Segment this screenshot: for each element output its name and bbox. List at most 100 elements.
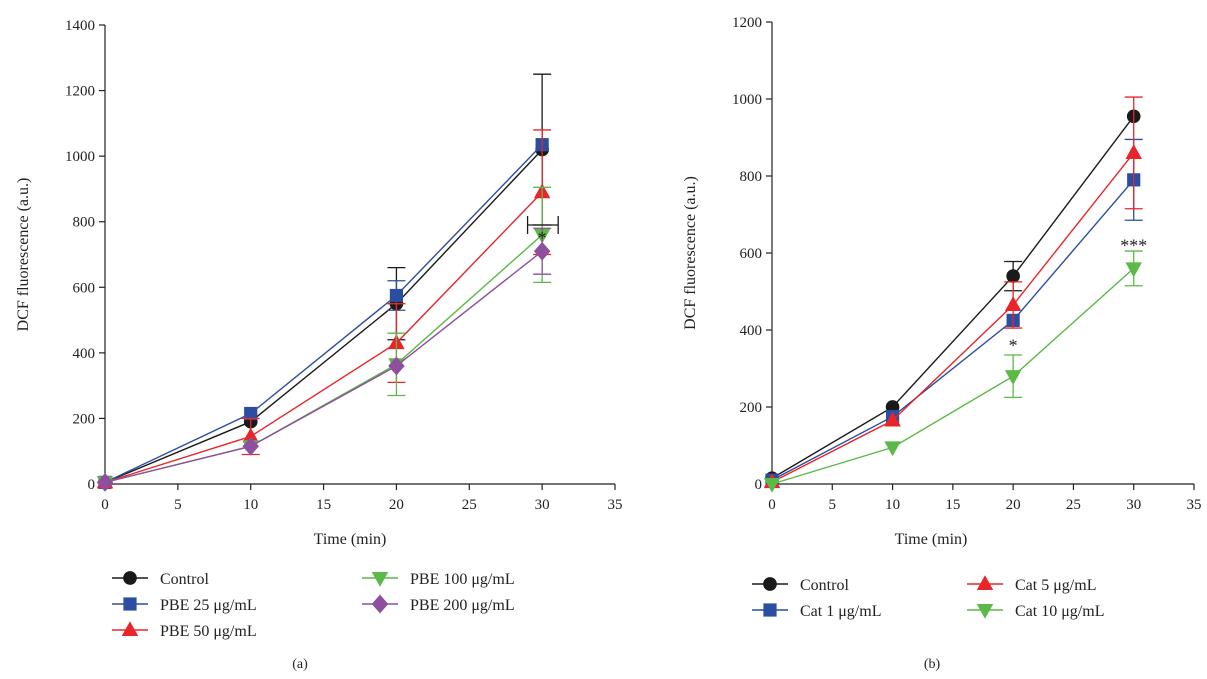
x-tick-label-b-25: 25 (1066, 497, 1081, 513)
x-tick-label-b-20: 20 (1006, 497, 1021, 513)
legend-marker-b-cat-10-g-ml (976, 603, 994, 619)
x-axis-label-a: Time (min) (314, 531, 387, 548)
y-tick-label-a-1200: 1200 (65, 84, 95, 100)
data-point-b-cat-5-g-ml-30 (1125, 144, 1142, 159)
data-point-b-cat-10-g-ml-30 (1125, 262, 1142, 278)
significance-label-b-1: *** (1120, 235, 1147, 255)
data-point-b-cat-10-g-ml-10 (884, 441, 901, 457)
series-a-control (98, 73, 552, 490)
y-tick-label-b-800: 800 (740, 169, 763, 185)
y-axis-label-a: DCF fluorescence (a.u.) (15, 178, 32, 332)
x-axis-label-b: Time (min) (895, 531, 968, 548)
data-point-b-control-20 (1006, 269, 1020, 283)
legend-item-b-cat-10-g-ml: Cat 10 μg/mL (967, 603, 1104, 620)
data-point-b-cat-10-g-ml-20 (1004, 370, 1022, 385)
data-point-b-cat-5-g-ml-20 (1004, 296, 1022, 312)
data-point-a-pbe-25-g-ml-20 (389, 288, 404, 303)
legend-marker-b-control (763, 577, 777, 591)
x-tick-label-a-10: 10 (243, 497, 258, 513)
legend-item-a-pbe-200-g-ml: PBE 200 μg/mL (362, 594, 515, 614)
y-tick-label-a-1000: 1000 (65, 149, 95, 165)
x-tick-label-a-5: 5 (174, 497, 182, 513)
series-a-pbe-200-g-ml (96, 227, 552, 492)
legend-marker-b-cat-5-g-ml (976, 575, 994, 591)
y-tick-label-b-600: 600 (740, 246, 763, 262)
x-tick-label-b-5: 5 (829, 497, 837, 513)
legend-b: Control Cat 1 μg/mL Cat 5 μg/mL Cat 10 μg/m… (752, 575, 1104, 620)
y-tick-label-b-0: 0 (755, 477, 763, 493)
y-tick-label-a-800: 800 (73, 215, 96, 231)
legend-marker-a-pbe-50-g-ml (121, 621, 139, 637)
legend-item-b-cat-5-g-ml: Cat 5 μg/mL (967, 575, 1096, 594)
series-b-cat-10-g-ml (763, 250, 1143, 493)
annotations-a: * (526, 215, 559, 248)
x-tick-label-b-0: 0 (768, 497, 776, 513)
series-a-pbe-50-g-ml (96, 129, 552, 489)
axes-b: 0 200 400 600 800 1000 1200 0 5 10 15 20 25 30 35 Time … (682, 15, 1202, 548)
x-tick-label-b-15: 15 (945, 497, 960, 513)
legend-item-a-pbe-100-g-ml: PBE 100 μg/mL (362, 571, 515, 588)
legend-label-a-pbe-50-g-ml: PBE 50 μg/mL (160, 623, 257, 640)
series-layer-b (763, 96, 1143, 493)
legend-label-b-control: Control (800, 577, 849, 594)
legend-label-a-pbe-100-g-ml: PBE 100 μg/mL (410, 571, 515, 588)
legend-marker-a-pbe-25-g-ml (123, 597, 137, 611)
y-tick-label-a-0: 0 (88, 477, 96, 493)
data-point-b-cat-10-g-ml-0 (763, 477, 781, 493)
x-tick-label-a-0: 0 (101, 497, 109, 513)
legend-label-b-cat-5-g-ml: Cat 5 μg/mL (1015, 577, 1096, 594)
x-tick-label-a-25: 25 (462, 497, 477, 513)
legend-label-b-cat-10-g-ml: Cat 10 μg/mL (1015, 603, 1104, 620)
legend-a: Control PBE 25 μg/mL PBE 50 μg/mL PBE 100 μ… (112, 571, 515, 640)
legend-item-b-cat-1-g-ml: Cat 1 μg/mL (752, 603, 881, 620)
series-b-control (765, 109, 1141, 486)
legend-marker-a-pbe-100-g-ml (371, 571, 389, 587)
y-tick-label-a-200: 200 (73, 411, 96, 427)
y-tick-label-b-400: 400 (740, 323, 763, 339)
significance-label-b-0: * (1009, 335, 1018, 355)
legend-label-b-cat-1-g-ml: Cat 1 μg/mL (800, 603, 881, 620)
legend-item-a-pbe-25-g-ml: PBE 25 μg/mL (112, 597, 257, 614)
data-point-a-pbe-50-g-ml-10 (242, 427, 259, 443)
data-point-a-pbe-200-g-ml-20 (388, 356, 405, 376)
legend-item-b-control: Control (752, 577, 849, 594)
legend-item-a-control: Control (112, 571, 209, 588)
legend-marker-b-cat-1-g-ml (763, 603, 777, 617)
chart-panel-b: 0 200 400 600 800 1000 1200 0 5 10 15 20 25 30 35 Time … (682, 15, 1202, 672)
series-line-a-pbe-200-g-ml (104, 250, 543, 484)
legend-label-a-control: Control (160, 571, 209, 588)
series-line-a-pbe-50-g-ml (104, 191, 543, 484)
x-tick-label-b-35: 35 (1187, 497, 1202, 513)
data-point-a-pbe-200-g-ml-10 (242, 436, 259, 456)
x-tick-label-b-30: 30 (1126, 497, 1141, 513)
series-line-b-cat-10-g-ml (771, 267, 1135, 485)
data-point-a-pbe-200-g-ml-0 (96, 473, 114, 492)
x-tick-label-b-10: 10 (885, 497, 900, 513)
series-line-b-control (771, 115, 1135, 479)
series-line-b-cat-1-g-ml (771, 179, 1135, 481)
series-line-a-control (104, 149, 543, 484)
legend-label-a-pbe-200-g-ml: PBE 200 μg/mL (410, 597, 515, 614)
series-a-pbe-25-g-ml (98, 138, 549, 489)
legend-item-a-pbe-50-g-ml: PBE 50 μg/mL (112, 621, 257, 640)
series-b-cat-1-g-ml (765, 138, 1143, 487)
data-point-a-pbe-25-g-ml-10 (244, 406, 258, 421)
axes-a: 0 200 400 600 800 1000 1200 1400 0 5 10 15 20 25 30 35 T… (15, 18, 623, 548)
data-point-a-pbe-200-g-ml-30 (533, 241, 551, 261)
panel-label-b: (b) (924, 657, 941, 672)
x-tick-label-a-35: 35 (608, 497, 623, 513)
y-tick-label-b-200: 200 (740, 400, 763, 416)
x-tick-label-a-30: 30 (535, 497, 550, 513)
y-axis-label-b: DCF fluorescence (a.u.) (682, 176, 699, 330)
legend-label-a-pbe-25-g-ml: PBE 25 μg/mL (160, 597, 257, 614)
series-line-b-cat-5-g-ml (771, 152, 1135, 483)
y-tick-label-a-400: 400 (73, 346, 96, 362)
x-tick-label-a-20: 20 (389, 497, 404, 513)
series-line-a-pbe-100-g-ml (104, 234, 543, 484)
series-b-cat-5-g-ml (763, 96, 1143, 489)
chart-panel-a: 0 200 400 600 800 1000 1200 1400 0 5 10 15 20 25 30 35 T… (15, 18, 623, 672)
annotations-b: **** (1009, 235, 1148, 355)
significance-label-a-0: * (538, 228, 547, 248)
y-tick-label-a-1400: 1400 (65, 18, 95, 34)
